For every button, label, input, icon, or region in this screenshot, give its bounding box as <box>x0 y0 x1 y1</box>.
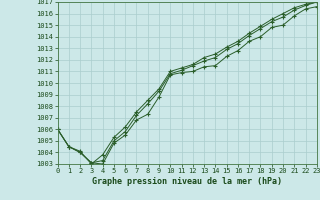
X-axis label: Graphe pression niveau de la mer (hPa): Graphe pression niveau de la mer (hPa) <box>92 177 282 186</box>
